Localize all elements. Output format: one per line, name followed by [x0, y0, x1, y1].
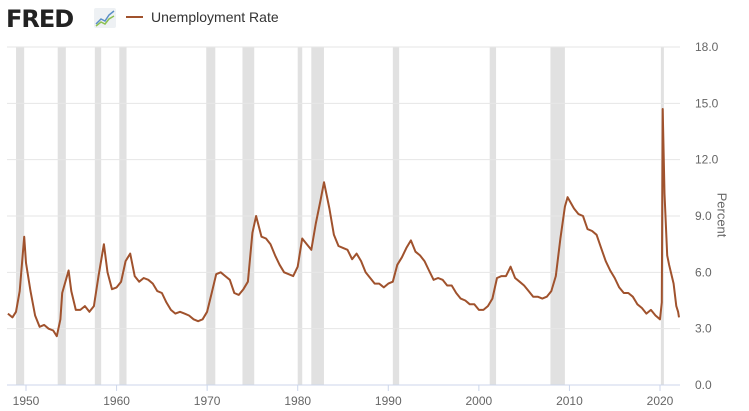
x-tick-label: 1970: [194, 394, 221, 408]
x-tick-label: 1950: [13, 394, 40, 408]
x-tick-label: 2000: [466, 394, 493, 408]
legend-swatch: [126, 16, 143, 18]
y-tick-label: 12.0: [695, 153, 719, 167]
y-tick-label: 18.0: [695, 40, 719, 54]
y-tick-label: 0.0: [695, 378, 712, 392]
y-tick-label: 6.0: [695, 265, 712, 279]
x-tick-label: 1960: [103, 394, 130, 408]
y-tick-label: 9.0: [695, 209, 712, 223]
y-tick-label: 15.0: [695, 96, 719, 110]
y-tick-label: 3.0: [695, 322, 712, 336]
legend-label: Unemployment Rate: [151, 9, 279, 25]
x-tick-label: 2020: [647, 394, 674, 408]
fred-logo[interactable]: FRED: [6, 5, 74, 33]
legend: Unemployment Rate: [126, 9, 279, 25]
chart-line-icon: [94, 8, 116, 28]
x-tick-label: 1990: [375, 394, 402, 408]
x-tick-label: 1980: [284, 394, 311, 408]
x-tick-label: 2010: [556, 394, 583, 408]
series-line-unemployment-rate: [7, 108, 680, 338]
